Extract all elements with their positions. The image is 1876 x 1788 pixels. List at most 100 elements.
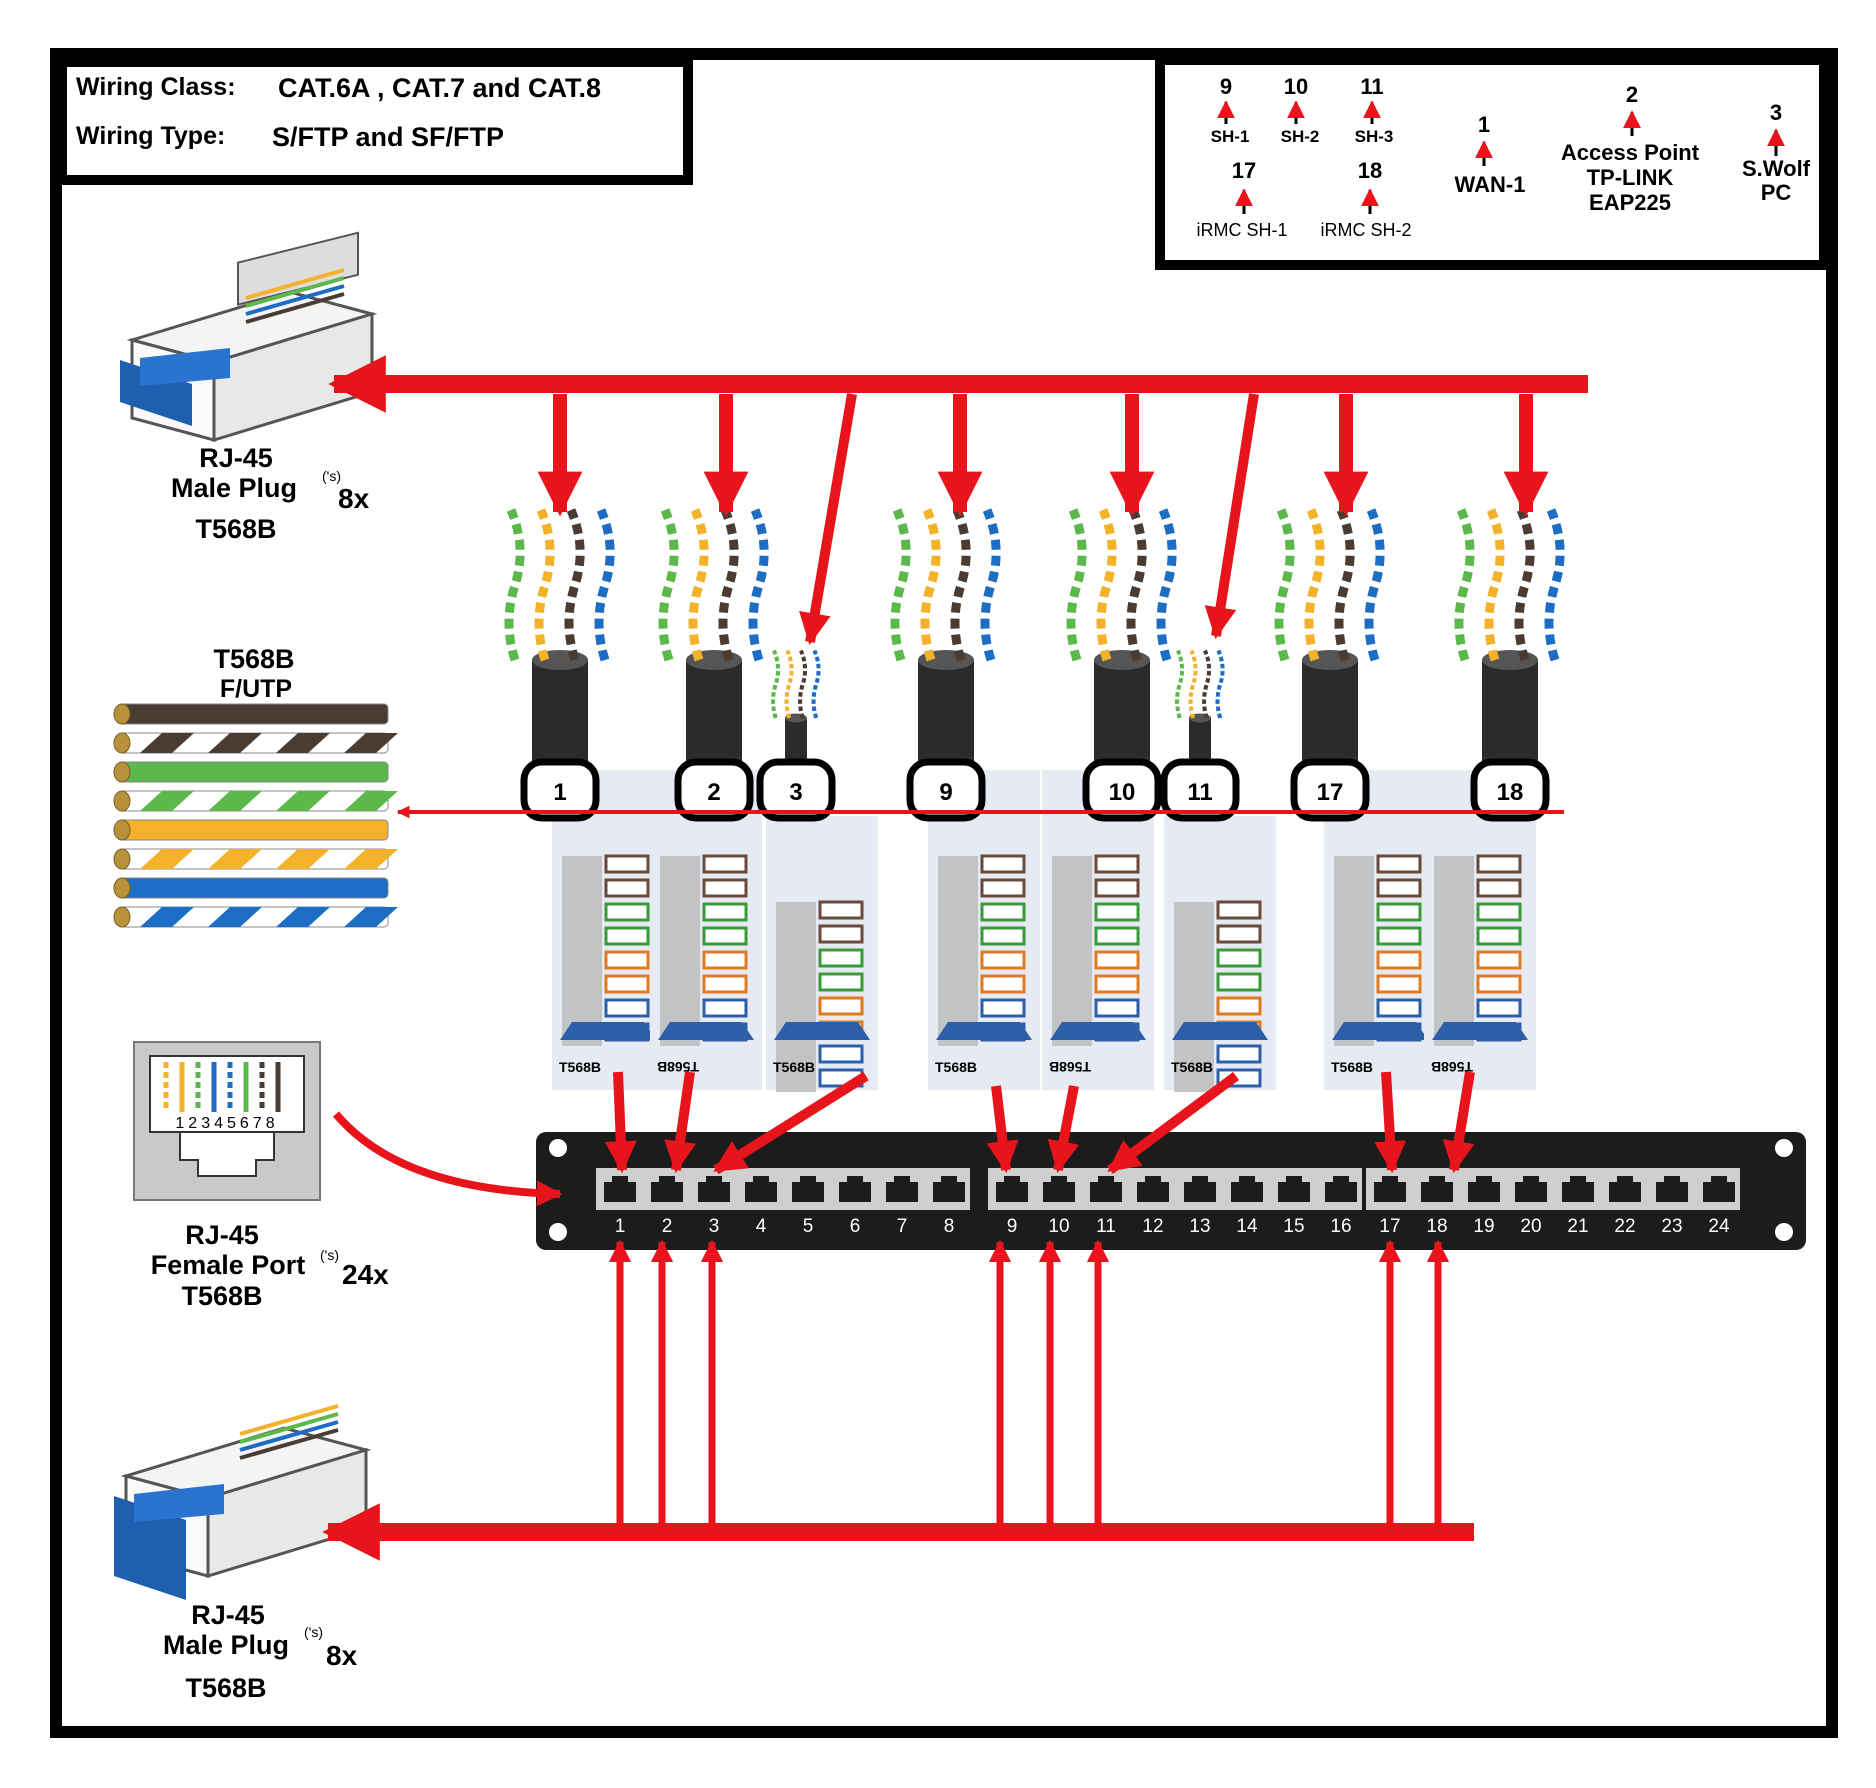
port-pin-numbers: 12345678 — [175, 1115, 278, 1132]
twisted-pair — [688, 508, 709, 662]
twisted-pair — [920, 508, 941, 662]
patch-port-12[interactable]: 12 — [1137, 1176, 1169, 1237]
twisted-pair — [1514, 508, 1535, 662]
female-port-label-2: Female Port — [151, 1250, 306, 1280]
jack-10: T568B 10 — [1042, 508, 1177, 1090]
patch-panel: 1 2 3 4 5 6 7 8 9 10 11 12 13 14 15 16 17 18 19 20 21 22 23 24 — [536, 1132, 1806, 1250]
legend-item-18: 18 iRMC SH-2 — [1320, 158, 1411, 240]
twisted-pair — [504, 508, 525, 662]
plug-top-label-2: Male Plug — [171, 473, 297, 503]
t568b-color-code: T568B F/UTP — [113, 644, 398, 928]
jack-17: T568B 17 — [1274, 508, 1436, 1090]
jack-number-badge — [906, 758, 986, 822]
patch-port-23[interactable]: 23 — [1656, 1176, 1688, 1237]
arrow-jack9-to-port9 — [986, 1085, 1019, 1174]
wire-bar-4 — [113, 790, 398, 812]
plug-bottom-sup: ('s) — [304, 1624, 323, 1640]
jack-number-badge — [674, 758, 754, 822]
twisted-pair — [890, 508, 911, 662]
jack-standard-label: T568B — [657, 1059, 699, 1075]
patch-port-10[interactable]: 10 — [1043, 1176, 1075, 1237]
patch-port-9[interactable]: 9 — [996, 1176, 1028, 1237]
patch-port-24[interactable]: 24 — [1703, 1176, 1735, 1237]
patch-port-21[interactable]: 21 — [1562, 1176, 1594, 1237]
patch-port-2[interactable]: 2 — [651, 1176, 683, 1237]
patch-port-18[interactable]: 18 — [1421, 1176, 1453, 1237]
patch-port-number: 7 — [897, 1216, 908, 1237]
patch-port-3[interactable]: 3 — [698, 1176, 730, 1237]
svg-text:9: 9 — [1220, 74, 1232, 99]
arrow-jack10-to-port10 — [1047, 1085, 1080, 1174]
twisted-pair — [771, 649, 781, 719]
twisted-pair — [1274, 508, 1295, 662]
wiring-type-label: Wiring Type: — [76, 122, 225, 150]
plug-top-label-3: T568B — [195, 514, 276, 544]
patch-port-number: 17 — [1379, 1216, 1400, 1237]
jack-number: 9 — [939, 779, 952, 806]
patch-port-11[interactable]: 11 — [1090, 1176, 1122, 1237]
patch-port-4[interactable]: 4 — [745, 1176, 777, 1237]
patch-port-20[interactable]: 20 — [1515, 1176, 1547, 1237]
legend-item-10: 10 SH-2 — [1281, 74, 1320, 146]
patch-port-number: 13 — [1189, 1216, 1210, 1237]
patch-port-number: 10 — [1048, 1216, 1069, 1237]
patch-panel-ports: 1 2 3 4 5 6 7 8 9 10 11 12 13 14 15 16 17 18 19 20 21 22 23 24 — [596, 1168, 1740, 1237]
svg-text:EAP225: EAP225 — [1589, 190, 1671, 215]
female-port-label-1: RJ-45 — [185, 1220, 259, 1250]
jack-standard-label: T568B — [1331, 1059, 1373, 1075]
svg-text:PC: PC — [1761, 180, 1792, 205]
jack-11: T568B 11 — [1160, 649, 1276, 1092]
shield-foil — [660, 856, 700, 1046]
twisted-pair — [1066, 508, 1087, 662]
twisted-pair — [1304, 508, 1325, 662]
patch-port-number: 2 — [662, 1216, 673, 1237]
female-port-count: 24x — [342, 1259, 389, 1290]
patch-port-16[interactable]: 16 — [1325, 1176, 1357, 1237]
patch-port-22[interactable]: 22 — [1609, 1176, 1641, 1237]
twisted-pair — [534, 508, 555, 662]
patch-port-14[interactable]: 14 — [1231, 1176, 1263, 1237]
jack-standard-label: T568B — [1431, 1059, 1473, 1075]
patch-port-17[interactable]: 17 — [1374, 1176, 1406, 1237]
svg-text:iRMC SH-2: iRMC SH-2 — [1320, 220, 1411, 240]
patch-port-7[interactable]: 7 — [886, 1176, 918, 1237]
patch-port-5[interactable]: 5 — [792, 1176, 824, 1237]
jack-number-badge — [1160, 758, 1240, 822]
female-port-label-3: T568B — [181, 1281, 262, 1311]
patch-port-15[interactable]: 15 — [1278, 1176, 1310, 1237]
jack-number: 1 — [553, 779, 566, 806]
legend-item-9: 9 SH-1 — [1211, 74, 1250, 146]
jack-number-badge — [520, 758, 600, 822]
port-legend-box: 9 SH-1 10 SH-2 11 SH-3 17 iRMC SH-1 18 i… — [1155, 55, 1829, 270]
jack-standard-label: T568B — [1171, 1059, 1213, 1075]
svg-text:SH-2: SH-2 — [1281, 127, 1320, 146]
jack-2: T568B 2 — [650, 508, 769, 1090]
jack-1: T568B 1 — [504, 508, 664, 1090]
patch-port-6[interactable]: 6 — [839, 1176, 871, 1237]
jack-number: 10 — [1109, 779, 1136, 806]
svg-text:18: 18 — [1358, 158, 1382, 183]
legend-item-11: 11 SH-3 — [1355, 74, 1394, 146]
wire-bar-8 — [113, 906, 398, 928]
patch-port-number: 5 — [803, 1216, 814, 1237]
patch-port-8[interactable]: 8 — [933, 1176, 965, 1237]
legend-item-17: 17 iRMC SH-1 — [1196, 158, 1287, 240]
jack-number: 11 — [1187, 779, 1212, 806]
female-port-sup: ('s) — [320, 1247, 339, 1263]
plug-bottom-label-3: T568B — [185, 1673, 266, 1703]
patch-port-number: 9 — [1007, 1216, 1018, 1237]
svg-text:TP-LINK: TP-LINK — [1587, 165, 1674, 190]
twisted-pair — [1096, 508, 1117, 662]
patch-port-number: 21 — [1567, 1216, 1588, 1237]
patch-port-1[interactable]: 1 — [604, 1176, 636, 1237]
patch-port-19[interactable]: 19 — [1468, 1176, 1500, 1237]
plug-top-label-1: RJ-45 — [199, 443, 273, 473]
arrow-down-jack-11 — [1204, 393, 1259, 640]
patch-port-13[interactable]: 13 — [1184, 1176, 1216, 1237]
wiring-class-label: Wiring Class: — [76, 73, 236, 101]
shield-foil — [776, 902, 816, 1092]
twisted-pair — [1175, 649, 1185, 719]
arrow-down-jack-3 — [799, 393, 857, 646]
patch-port-number: 11 — [1096, 1216, 1116, 1237]
